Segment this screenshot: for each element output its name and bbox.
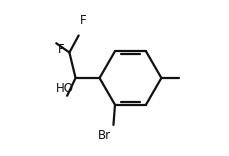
Text: Br: Br xyxy=(97,129,110,142)
Text: F: F xyxy=(58,43,65,56)
Text: HO: HO xyxy=(55,82,74,95)
Text: F: F xyxy=(80,14,86,27)
